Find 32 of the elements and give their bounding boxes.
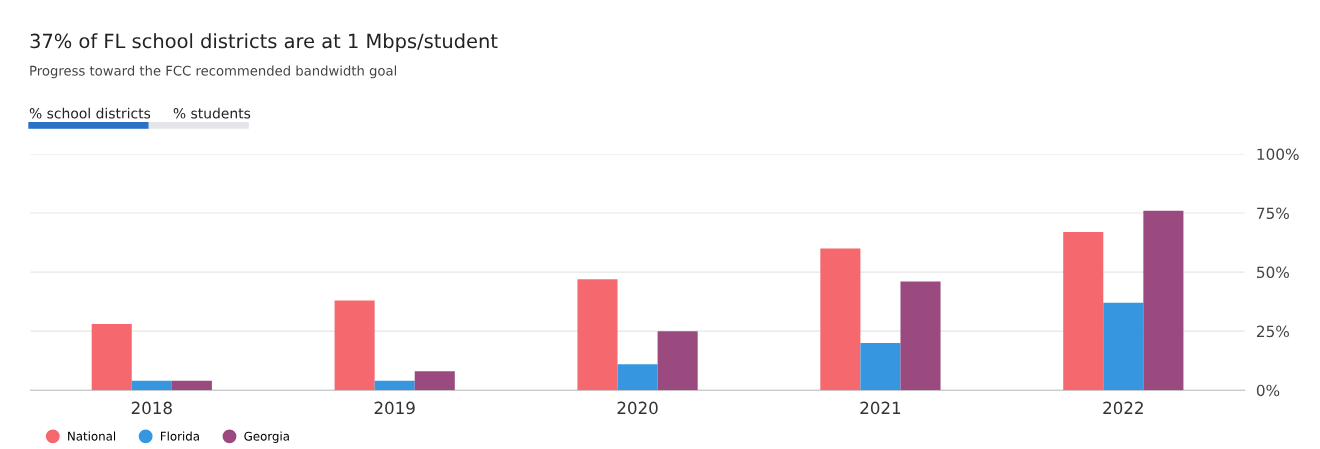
y-tick-label: 100% (1257, 148, 1299, 161)
x-tick-label: 2020 (617, 401, 658, 415)
bar (131, 380, 172, 391)
chart-subtitle: Progress toward the FCC recommended bandwidth goal (30, 65, 397, 79)
chart-title: 37% of FL school districts are at 1 Mbps/student (30, 33, 498, 53)
y-tick-label: 50% (1257, 266, 1289, 279)
text: % school districts (29, 107, 151, 119)
y-tick-label: 75% (1257, 207, 1289, 220)
bar (860, 342, 901, 391)
bar (374, 380, 415, 391)
x-tick-label: 2022 (1103, 401, 1143, 415)
x-tick-label: 2021 (860, 401, 901, 415)
bar (171, 380, 212, 391)
text: % students (173, 107, 251, 119)
bar (1143, 210, 1184, 391)
bar (414, 371, 455, 391)
bar (617, 364, 658, 391)
bar (334, 300, 375, 391)
x-tick-label: 2018 (131, 401, 172, 415)
y-tick-label: 25% (1256, 325, 1289, 338)
x-tick-label: 2019 (374, 401, 415, 415)
legend-label: National (68, 431, 116, 441)
bar (657, 331, 698, 391)
bar (1063, 231, 1104, 391)
bar (91, 324, 132, 391)
bar (820, 248, 861, 391)
bar (577, 279, 618, 391)
y-tick-label: 0% (1256, 384, 1280, 397)
legend-label: Florida (160, 431, 199, 441)
bar (1103, 302, 1144, 391)
bar (900, 281, 941, 391)
legend-label: Georgia (244, 431, 289, 443)
